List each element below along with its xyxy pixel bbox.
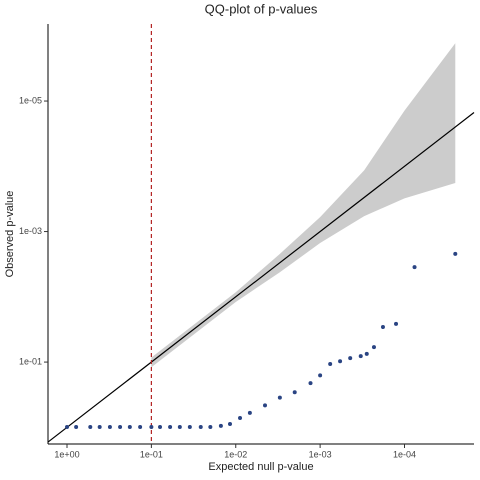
reference-line bbox=[47, 112, 475, 443]
confidence-band bbox=[151, 43, 456, 368]
point bbox=[308, 381, 313, 386]
point bbox=[328, 361, 333, 366]
x-tick-label: 1e-04 bbox=[393, 449, 416, 459]
point bbox=[247, 410, 252, 415]
point bbox=[138, 425, 143, 430]
point bbox=[412, 265, 417, 270]
x-tick-label: 1e-01 bbox=[140, 449, 163, 459]
y-axis-label: Observed p-value bbox=[4, 191, 16, 278]
point bbox=[198, 425, 203, 430]
point bbox=[318, 373, 323, 378]
x-tick-label: 1e-02 bbox=[224, 449, 247, 459]
point bbox=[371, 345, 376, 350]
point bbox=[364, 351, 369, 356]
point bbox=[218, 423, 223, 428]
point bbox=[208, 425, 213, 430]
point bbox=[227, 422, 232, 427]
point bbox=[453, 251, 458, 256]
point bbox=[177, 425, 182, 430]
y-tick-label: 1e-01 bbox=[19, 356, 42, 366]
x-tick-label: 1e+00 bbox=[54, 449, 79, 459]
point bbox=[149, 425, 154, 430]
point bbox=[88, 425, 93, 430]
chart-title: QQ-plot of p-values bbox=[205, 1, 318, 16]
point bbox=[107, 425, 112, 430]
point bbox=[358, 354, 363, 359]
point bbox=[127, 425, 132, 430]
point bbox=[380, 324, 385, 329]
point bbox=[97, 425, 102, 430]
point bbox=[292, 390, 297, 395]
point bbox=[263, 403, 268, 408]
y-tick-label: 1e-05 bbox=[19, 95, 42, 105]
point bbox=[168, 425, 173, 430]
point bbox=[187, 425, 192, 430]
point bbox=[348, 356, 353, 361]
point bbox=[394, 321, 399, 326]
point bbox=[277, 395, 282, 400]
point bbox=[74, 425, 79, 430]
point bbox=[338, 359, 343, 364]
point bbox=[238, 416, 243, 421]
point bbox=[158, 425, 163, 430]
point bbox=[65, 425, 70, 430]
x-tick-label: 1e-03 bbox=[309, 449, 332, 459]
point bbox=[118, 425, 123, 430]
y-tick-label: 1e-03 bbox=[19, 226, 42, 236]
x-axis-label: Expected null p-value bbox=[208, 461, 313, 473]
